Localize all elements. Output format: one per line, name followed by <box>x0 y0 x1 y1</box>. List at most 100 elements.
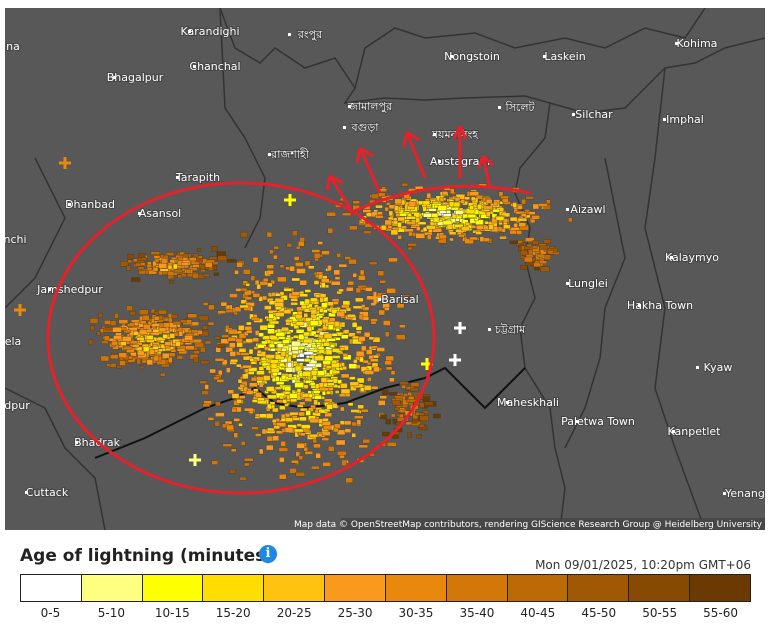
lightning-strike <box>342 366 347 370</box>
lightning-strike <box>397 216 405 222</box>
place-label: Barisal <box>381 293 418 306</box>
lightning-strike <box>341 461 347 466</box>
lightning-strike <box>352 273 357 278</box>
lightning-strike <box>455 218 460 222</box>
legend-swatch <box>21 575 82 601</box>
lightning-strike <box>467 214 477 218</box>
lightning-strike <box>543 239 551 244</box>
lightning-strike <box>282 309 292 314</box>
lightning-strike <box>384 206 389 212</box>
lightning-strike <box>234 270 239 275</box>
lightning-strike <box>358 444 368 449</box>
lightning-strike <box>314 257 319 262</box>
place-label: সিলেট <box>504 101 535 114</box>
lightning-strike <box>146 359 153 366</box>
place-dot <box>68 203 71 206</box>
lightning-strike <box>326 390 331 395</box>
place-dot <box>438 160 441 163</box>
lightning-strike <box>175 341 181 347</box>
lightning-strike <box>455 210 464 215</box>
place-label: Lunglei <box>568 277 608 290</box>
place-label: বগুড়া <box>351 121 380 134</box>
lightning-strike <box>368 336 375 340</box>
lightning-strike <box>385 418 391 425</box>
lightning-strike <box>327 382 335 387</box>
lightning-strike <box>239 395 246 399</box>
lightning-strike <box>365 287 373 292</box>
lightning-strike <box>290 398 297 403</box>
place-dot <box>138 212 141 215</box>
lightning-strike <box>211 246 218 252</box>
lightning-strike <box>331 281 341 286</box>
lightning-strike <box>295 314 303 319</box>
lightning-strike <box>568 217 573 223</box>
lightning-strike <box>331 362 340 368</box>
lightning-strike <box>267 403 272 410</box>
lightning-strike <box>407 243 417 247</box>
lightning-strike <box>363 306 370 311</box>
lightning-strike <box>321 302 328 308</box>
place-label: Maheskhali <box>497 396 559 409</box>
lightning-strike <box>470 196 476 202</box>
lightning-strike <box>368 261 378 265</box>
lightning-strike <box>305 410 311 416</box>
lightning-strike <box>308 407 314 412</box>
place-label: রংপুর <box>297 28 323 41</box>
lightning-strike <box>315 453 321 459</box>
lightning-strike <box>321 421 331 426</box>
lightning-strike <box>303 446 308 452</box>
place-label: Imphal <box>666 113 704 126</box>
lightning-strike <box>356 330 362 334</box>
lightning-strike <box>225 304 231 310</box>
lightning-strike <box>230 448 237 452</box>
lightning-strike <box>339 420 345 425</box>
lightning-strike <box>388 216 394 221</box>
lightning-strike <box>126 265 131 271</box>
lightning-strike <box>320 377 328 383</box>
lightning-strike <box>360 387 365 392</box>
lightning-strike <box>240 287 248 292</box>
map[interactable]: Karandighi রংপুর Kohima Nongstoin Laskein Cha… <box>5 8 765 530</box>
lightning-strike <box>221 334 230 338</box>
legend-swatch <box>568 575 630 601</box>
lightning-strike <box>385 366 393 371</box>
lightning-strike <box>104 320 111 325</box>
lightning-strike <box>340 406 345 412</box>
lightning-strike <box>331 309 338 314</box>
lightning-strike <box>193 357 199 363</box>
lightning-strike <box>448 231 457 235</box>
lightning-strike <box>238 348 247 353</box>
lightning-strike <box>304 451 313 455</box>
lightning-strike <box>422 396 431 402</box>
place-dot <box>506 401 509 404</box>
lightning-strike <box>392 217 398 221</box>
lightning-strike <box>520 249 528 256</box>
lightning-strike <box>243 269 251 275</box>
lightning-strike <box>176 355 184 360</box>
info-icon[interactable]: i <box>259 545 277 563</box>
lightning-strike <box>224 420 233 425</box>
lightning-strike <box>215 401 221 407</box>
legend-swatch <box>385 575 447 601</box>
legend-swatch <box>264 575 326 601</box>
lightning-strike <box>291 291 301 296</box>
lightning-strike <box>509 229 517 235</box>
lightning-strike <box>275 306 282 310</box>
lightning-strike <box>547 250 554 255</box>
lightning-strike <box>280 441 286 447</box>
place-label: ela <box>5 335 21 348</box>
lightning-strike <box>103 335 110 341</box>
lightning-strike <box>238 325 245 331</box>
lightning-strike <box>326 404 333 410</box>
lightning-strike <box>341 334 349 339</box>
lightning-strike <box>390 229 399 236</box>
place-dot <box>498 106 501 109</box>
lightning-strike <box>137 253 146 259</box>
lightning-strike <box>162 352 170 359</box>
lightning-strike <box>313 443 321 449</box>
lightning-strike <box>233 418 240 422</box>
lightning-strike <box>150 332 160 336</box>
lightning-strike <box>321 282 326 288</box>
lightning-strike <box>113 335 122 340</box>
legend-swatch <box>446 575 508 601</box>
